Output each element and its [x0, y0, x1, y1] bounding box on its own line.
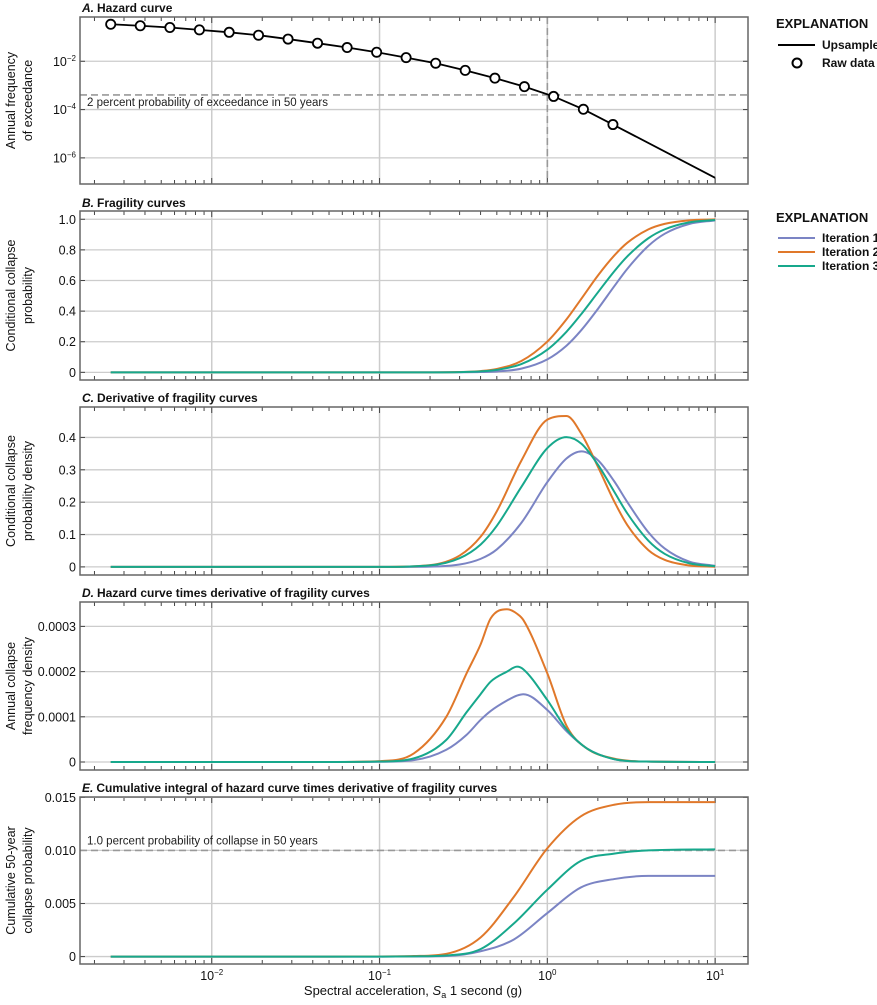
legend-iteration-2-label: Iteration 2	[822, 245, 877, 259]
legend-upsampled-label: Upsampled	[822, 38, 877, 52]
series-line-iteration-1	[110, 219, 716, 374]
y-tick-label: 1.0	[59, 213, 76, 227]
y-tick-label: 0.010	[45, 844, 76, 858]
panel-title: D. Hazard curve times derivative of fragi…	[82, 586, 370, 600]
raw-data-point	[430, 57, 442, 69]
panel-title: E. Cumulative integral of hazard curve ti…	[82, 781, 497, 795]
y-axis-title: probability density	[21, 440, 35, 541]
legend-raw-data-marker	[791, 57, 803, 69]
raw-data-point	[548, 90, 560, 102]
series-line-iteration-2	[110, 801, 716, 958]
y-tick-label: 0	[69, 366, 76, 380]
series-line-iteration-3	[110, 436, 716, 568]
x-tick-label: 10−2	[200, 968, 224, 983]
y-tick-label: 10−2	[53, 54, 77, 69]
y-tick-label: 0.4	[59, 431, 76, 445]
y-tick-label: 0.2	[59, 496, 76, 510]
raw-data-point	[607, 119, 619, 131]
series-line-iteration-2	[110, 608, 716, 764]
raw-data-point	[134, 20, 146, 32]
y-tick-label: 0.015	[45, 791, 76, 805]
y-axis-title: Conditional collapse	[4, 435, 18, 547]
series-line-iteration-2	[110, 415, 716, 568]
legend-iteration-3-label: Iteration 3	[822, 259, 877, 273]
raw-data-point	[193, 24, 205, 36]
raw-data-point	[371, 46, 383, 58]
y-axis-title: probability	[21, 266, 35, 324]
reference-line-label: 1.0 percent probability of collapse in 5…	[87, 835, 318, 847]
raw-data-point	[164, 21, 176, 33]
panel-title: A. Hazard curve	[81, 1, 173, 15]
series-line-iteration-1	[110, 874, 716, 958]
plot-frame	[79, 210, 749, 381]
y-axis-title: Conditional collapse	[4, 240, 18, 352]
raw-data-point	[282, 33, 294, 45]
raw-data-point	[341, 42, 353, 54]
raw-data-point	[400, 52, 412, 64]
legend-iteration-1-label: Iteration 1	[822, 231, 877, 245]
legend-raw-data-label: Raw data	[822, 56, 875, 70]
reference-line-label: 2 percent probability of exceedance in 5…	[87, 97, 328, 109]
panel-title: C. Derivative of fragility curves	[82, 391, 258, 405]
x-tick-label: 100	[538, 968, 557, 983]
y-tick-label: 0	[69, 950, 76, 964]
y-tick-label: 0.6	[59, 274, 76, 288]
legend-heading: EXPLANATION	[776, 210, 868, 225]
y-tick-label: 0.0002	[38, 665, 76, 679]
series-line-iteration-2	[110, 218, 716, 374]
series-line-iteration-3	[110, 665, 716, 764]
raw-data-point	[489, 72, 501, 84]
panels: A. Hazard curve Annual frequency of exceeda…	[4, 1, 749, 983]
raw-data-point	[518, 81, 530, 93]
plot-frame	[79, 601, 749, 771]
x-tick-label: 101	[706, 968, 725, 983]
legend-hazard: EXPLANATION Upsampled Raw data	[776, 16, 877, 70]
panel-a: A. Hazard curve Annual frequency of exceeda…	[4, 1, 749, 185]
y-tick-label: 0.1	[59, 528, 76, 542]
panel-c: C. Derivative of fragility curves Conditio…	[4, 391, 749, 576]
panel-d: D. Hazard curve times derivative of fragi…	[4, 586, 749, 771]
raw-data-point	[577, 103, 589, 115]
raw-data-point	[105, 18, 117, 30]
y-axis-title: Annual collapse	[4, 642, 18, 730]
raw-data-point	[253, 29, 265, 41]
y-axis-title: of exceedance	[21, 60, 35, 141]
raw-data-point	[223, 26, 235, 38]
series-line-iteration-3	[110, 848, 716, 958]
series-line-iteration-3	[110, 219, 716, 374]
y-axis-title: collapse probability	[21, 827, 35, 934]
panel-title: B. Fragility curves	[82, 196, 186, 210]
legend-heading: EXPLANATION	[776, 16, 868, 31]
y-tick-label: 0.005	[45, 897, 76, 911]
y-tick-label: 0.8	[59, 243, 76, 257]
y-axis-title: Annual frequency	[4, 51, 18, 149]
panel-e: E. Cumulative integral of hazard curve ti…	[4, 781, 749, 983]
y-axis-title: frequency density	[21, 636, 35, 735]
y-tick-label: 0.3	[59, 463, 76, 477]
panel-b: B. Fragility curves Conditional collapse pr…	[4, 196, 749, 381]
y-tick-label: 0	[69, 560, 76, 574]
x-axis-title: Spectral acceleration, Sa 1 second (g)	[304, 983, 522, 1000]
y-tick-label: 0	[69, 756, 76, 770]
raw-data-point	[459, 64, 471, 76]
y-tick-label: 0.2	[59, 335, 76, 349]
plot-frame	[79, 16, 749, 185]
y-tick-label: 0.0003	[38, 620, 76, 634]
y-tick-label: 10−6	[53, 150, 77, 165]
y-tick-label: 0.4	[59, 305, 76, 319]
y-tick-label: 0.0001	[38, 710, 76, 724]
series-line-iteration-1	[110, 693, 716, 764]
legend-iterations: EXPLANATION Iteration 1 Iteration 2 Iter…	[776, 210, 877, 273]
y-axis-title: Cumulative 50-year	[4, 826, 18, 934]
plot-frame	[79, 796, 749, 965]
plot-frame	[79, 406, 749, 576]
x-tick-label: 10−1	[368, 968, 392, 983]
y-tick-label: 10−4	[53, 102, 77, 117]
raw-data-point	[312, 37, 324, 49]
